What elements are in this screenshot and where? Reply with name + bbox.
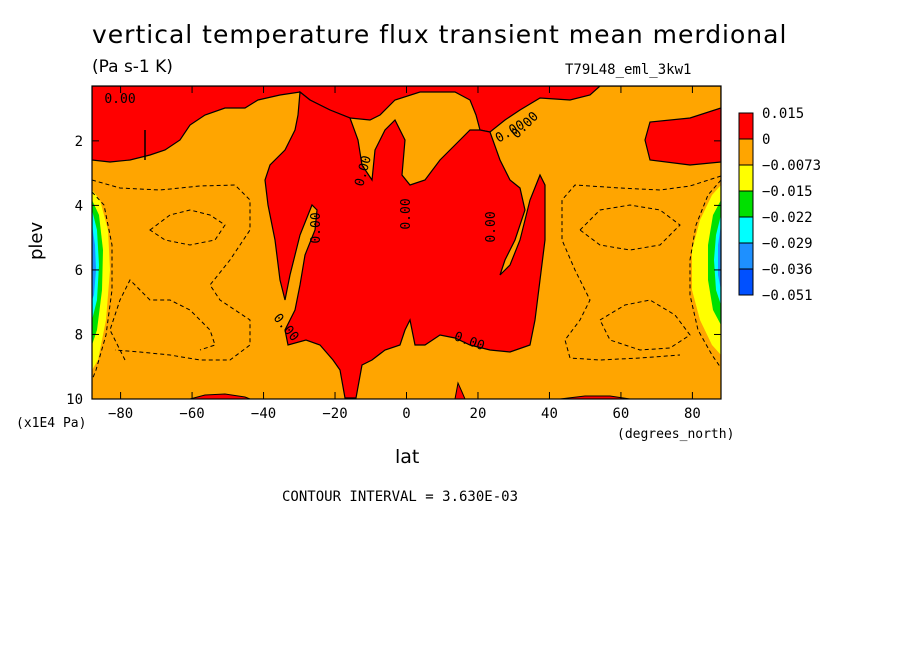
legend-level-label: −0.015 xyxy=(762,184,813,200)
x-tick-label: 60 xyxy=(613,406,630,422)
contour-north-polar xyxy=(689,179,721,369)
region-south-blue xyxy=(92,225,96,300)
region-tropical-red xyxy=(264,90,546,399)
x-tick-label: 40 xyxy=(541,406,558,422)
x-tick-label: −20 xyxy=(322,406,347,422)
x-tick-label: −40 xyxy=(251,406,276,422)
region-bottom-red-2 xyxy=(454,381,466,399)
legend-swatch xyxy=(738,268,754,296)
region-bottom-red-1 xyxy=(189,393,251,399)
y-axis-ticks: 2 4 6 8 10 xyxy=(66,134,721,408)
legend-swatch xyxy=(738,164,754,192)
contour-north-1 xyxy=(561,175,721,361)
contour-north-2 xyxy=(599,299,691,351)
contour-label: 0.00 xyxy=(309,212,324,243)
y-axis-unit: (x1E4 Pa) xyxy=(16,416,87,431)
color-legend: 0.015 0 −0.0073 −0.015 −0.022 −0.029 −0.036 −0.… xyxy=(738,106,821,304)
x-axis-unit: (degrees_north) xyxy=(617,427,735,442)
x-tick-label: 0 xyxy=(402,406,410,422)
y-tick-label: 10 xyxy=(66,392,83,408)
legend-swatch xyxy=(738,138,754,166)
legend-level-label: −0.036 xyxy=(762,262,813,278)
legend-level-label: −0.022 xyxy=(762,210,813,226)
dataset-name: T79L48_eml_3kw1 xyxy=(565,62,692,78)
y-tick-label: 6 xyxy=(75,263,83,279)
x-axis-ticks: −80 −60 −40 −20 0 20 40 60 80 xyxy=(108,86,701,422)
chart-title: vertical temperature flux transient mean… xyxy=(92,20,788,49)
contour-south-2 xyxy=(109,279,216,361)
x-tick-label: 20 xyxy=(470,406,487,422)
y-tick-label: 8 xyxy=(75,327,83,343)
contour-interval: CONTOUR INTERVAL = 3.630E-03 xyxy=(282,489,519,505)
legend-level-label: 0.015 xyxy=(762,106,804,122)
x-tick-label: −80 xyxy=(108,406,133,422)
region-north-blue xyxy=(718,225,721,290)
legend-swatch xyxy=(738,242,754,270)
contour-south-1 xyxy=(92,179,251,361)
legend-level-label: 0 xyxy=(762,132,770,148)
contour-north-3 xyxy=(579,204,681,251)
x-tick-label: −60 xyxy=(179,406,204,422)
region-upper-red xyxy=(92,86,721,166)
x-axis-label: lat xyxy=(395,446,420,468)
contour-label: 0.00 xyxy=(104,92,135,107)
contour-label: 0.00 xyxy=(399,198,414,229)
contour-label: 0.00 xyxy=(484,211,499,242)
negative-contours xyxy=(92,175,721,381)
legend-level-label: −0.0073 xyxy=(762,158,821,174)
legend-swatch xyxy=(738,216,754,244)
plot-area xyxy=(92,86,721,399)
legend-swatch xyxy=(738,112,754,140)
x-tick-label: 80 xyxy=(684,406,701,422)
legend-swatch xyxy=(738,190,754,218)
y-tick-label: 4 xyxy=(75,198,83,214)
legend-level-label: −0.051 xyxy=(762,288,813,304)
legend-level-label: −0.029 xyxy=(762,236,813,252)
y-tick-label: 2 xyxy=(75,134,83,150)
chart-units: (Pa s-1 K) xyxy=(92,57,173,77)
contour-south-3 xyxy=(149,209,226,246)
contour-south-polar xyxy=(92,191,113,381)
region-bottom-red-3 xyxy=(559,395,631,399)
